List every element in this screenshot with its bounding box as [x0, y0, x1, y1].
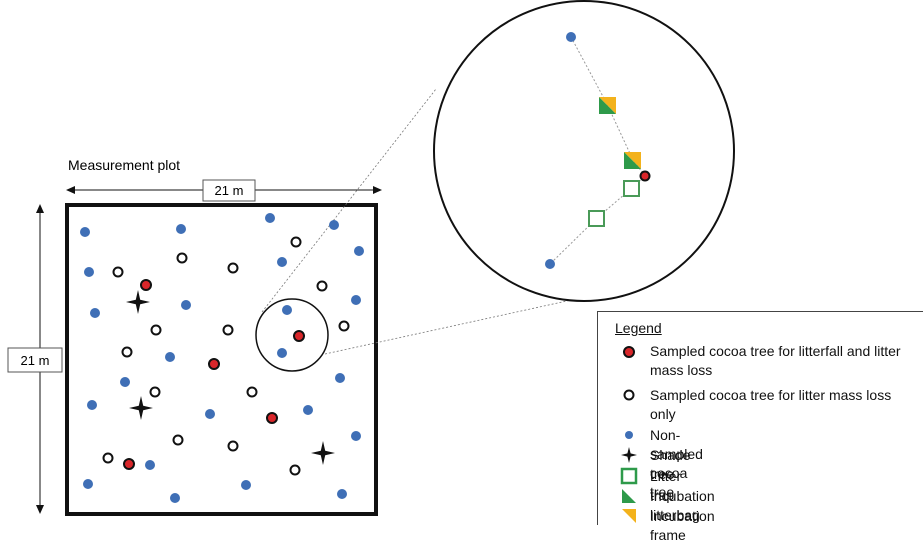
plot-title: Measurement plot [68, 157, 180, 173]
width-dimension: 21 m [66, 179, 382, 202]
field-plot-diagram: Measurement plot 21 m 21 m [7, 0, 735, 516]
legend-label: Incubation litterbag [650, 488, 715, 523]
green-square-icon [620, 467, 638, 485]
legend-label: Incubation frame [650, 508, 715, 543]
non-sampled-tree-marker [165, 352, 175, 362]
incubation-litterbag-marker [624, 152, 641, 169]
plot-boundary [65, 203, 378, 516]
non-sampled-tree-marker [80, 227, 90, 237]
non-sampled-tree-marker [337, 489, 347, 499]
non-sampled-tree-marker [205, 409, 215, 419]
sampled-mass-loss-marker [112, 266, 124, 278]
sampled-mass-loss-marker [227, 440, 239, 452]
incubation-litterbag-marker [599, 97, 616, 114]
sampled-mass-loss-marker [102, 452, 114, 464]
zoom-line-bottom [324, 296, 586, 355]
green-triangle-icon [622, 489, 636, 503]
non-sampled-tree-marker [145, 460, 155, 470]
yellow-triangle-icon [622, 509, 636, 523]
non-sampled-tree-marker [120, 377, 130, 387]
width-label: 21 m [215, 183, 244, 198]
red-dot-icon [623, 346, 635, 358]
legend-label: Sampled cocoa tree for litter mass loss … [650, 387, 892, 422]
legend-label: Sampled cocoa tree for litterfall and li… [650, 343, 901, 378]
non-sampled-tree-marker [83, 479, 93, 489]
litter-trap-marker [623, 180, 640, 197]
non-sampled-tree-marker [170, 493, 180, 503]
shade-tree-marker [129, 396, 153, 420]
height-label: 21 m [21, 353, 50, 368]
sampled-mass-loss-marker [150, 324, 162, 336]
legend: Legend Sampled cocoa tree for litterfall… [597, 311, 923, 543]
sampled-mass-loss-marker [121, 346, 133, 358]
non-sampled-tree-marker [176, 224, 186, 234]
non-sampled-tree-marker [329, 220, 339, 230]
shade-tree-marker [126, 290, 150, 314]
sampled-litterfall-marker [208, 358, 220, 370]
non-sampled-tree-marker [303, 405, 313, 415]
star-icon [621, 447, 637, 463]
blue-dot-icon [625, 431, 633, 439]
shade-tree-marker [311, 441, 335, 465]
sampled-mass-loss-marker [222, 324, 234, 336]
non-sampled-tree-marker [277, 348, 287, 358]
sampled-mass-loss-marker [227, 262, 239, 274]
zoom-area-circle [255, 298, 329, 372]
non-sampled-tree-marker [90, 308, 100, 318]
detail-sampled-litterfall-marker [639, 170, 651, 182]
zoom-detail [545, 32, 651, 269]
sampled-mass-loss-marker [246, 386, 258, 398]
sampled-litterfall-marker [293, 330, 305, 342]
sampled-litterfall-marker [123, 458, 135, 470]
non-sampled-tree-marker [277, 257, 287, 267]
non-sampled-tree-marker [351, 295, 361, 305]
sampled-mass-loss-marker [176, 252, 188, 264]
non-sampled-tree-marker [351, 431, 361, 441]
non-sampled-tree-marker [335, 373, 345, 383]
zoom-detail-circle [433, 0, 735, 302]
plot-trees [80, 213, 364, 503]
non-sampled-tree-marker [241, 480, 251, 490]
sampled-mass-loss-marker [172, 434, 184, 446]
non-sampled-tree-marker [354, 246, 364, 256]
sampled-mass-loss-marker [316, 280, 328, 292]
zoom-line-top [261, 88, 437, 313]
sampled-litterfall-marker [266, 412, 278, 424]
legend-label: Non-sampled cocoa tree [650, 427, 703, 500]
litter-trap-marker [588, 210, 605, 227]
detail-non-sampled-tree-marker [566, 32, 576, 42]
height-dimension: 21 m [7, 204, 63, 514]
non-sampled-tree-marker [87, 400, 97, 410]
legend-label: Litter trap [650, 468, 682, 503]
detail-non-sampled-tree-marker [545, 259, 555, 269]
non-sampled-tree-marker [265, 213, 275, 223]
non-sampled-tree-marker [282, 305, 292, 315]
non-sampled-tree-marker [181, 300, 191, 310]
sampled-mass-loss-marker [289, 464, 301, 476]
legend-title: Legend [615, 320, 662, 336]
sampled-mass-loss-marker [149, 386, 161, 398]
legend-label: Shade tree [650, 447, 691, 482]
non-sampled-tree-marker [84, 267, 94, 277]
open-circle-icon [623, 389, 635, 401]
sampled-mass-loss-marker [338, 320, 350, 332]
sampled-mass-loss-marker [290, 236, 302, 248]
sampled-litterfall-marker [140, 279, 152, 291]
